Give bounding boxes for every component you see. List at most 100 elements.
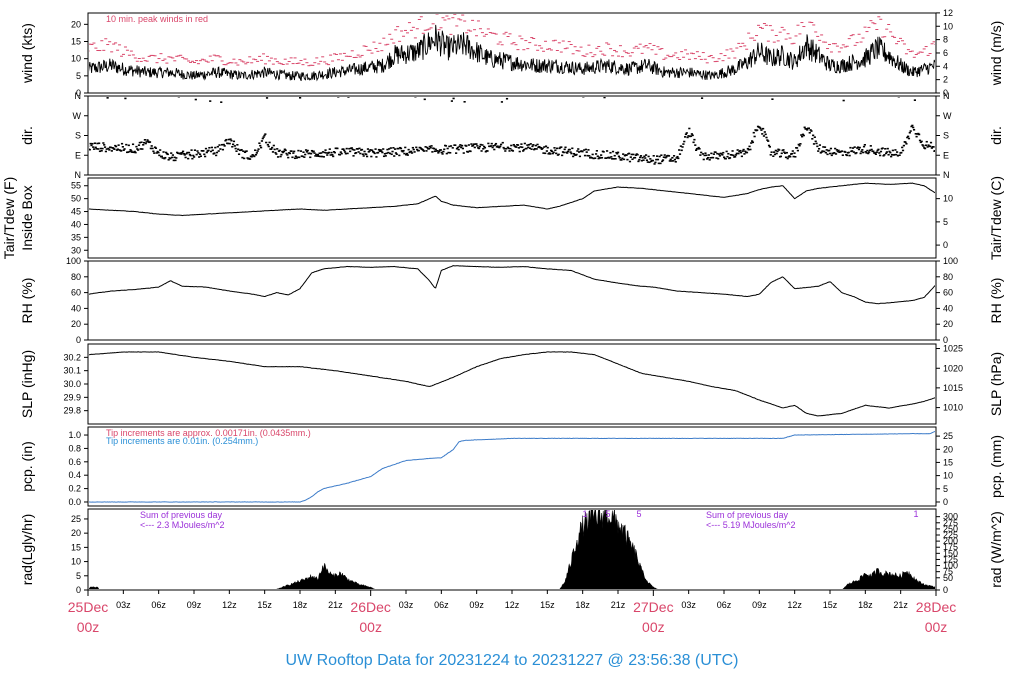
panel-slp: 29.8 29.9 30.0 30.1 30.2 1010 1015 1020 1025 SLP … — [19, 343, 1004, 425]
right-tick-label: 0 — [943, 240, 948, 250]
right-tick-label: 100 — [943, 561, 958, 571]
x-tick-label: 06z — [717, 600, 732, 610]
x-tick-label: 09z — [752, 600, 767, 610]
x-tick-label: 06z — [151, 600, 166, 610]
right-tick-label: 225 — [943, 530, 958, 540]
left-tick-label: 0.8 — [68, 443, 81, 453]
right-tick-label: 125 — [943, 554, 958, 564]
left-tick-label: 0 — [76, 585, 81, 595]
x-tick-label: 03z — [681, 600, 696, 610]
right-tick-label: N — [943, 170, 950, 180]
y-axis-label: dir. — [19, 126, 35, 145]
right-tick-label: 1020 — [943, 363, 963, 373]
x-tick-label: 21z — [893, 600, 908, 610]
x-tick-label: 21z — [611, 600, 626, 610]
right-tick-label: N — [943, 91, 950, 101]
right-tick-label: 200 — [943, 536, 958, 546]
y-axis-label-2: Inside Box — [19, 185, 35, 250]
plot-area — [89, 351, 935, 417]
left-tick-label: 55 — [71, 181, 81, 191]
right-tick-label: 4 — [943, 61, 948, 71]
panel-pcp: 0.0 0.2 0.4 0.6 0.8 1.0 0 5 10 15 20 25 pcp. (in) pcp… — [19, 426, 1004, 507]
panel-rh: 0 20 40 60 80 100 0 20 40 60 80 100 RH (%) RH (%) — [19, 256, 1004, 345]
x-tick-label: 12z — [787, 600, 802, 610]
right-tick-label: 10 — [943, 194, 953, 204]
left-tick-label: 20 — [71, 19, 81, 29]
y-axis-label-right: RH (%) — [988, 278, 1004, 324]
y-axis-label-right: wind (m/s) — [988, 21, 1004, 87]
left-tick-label: S — [75, 131, 81, 141]
y-axis-label: rad(Lgly/hr) — [19, 514, 35, 586]
left-tick-label: 40 — [71, 303, 81, 313]
x-tick-label: 03z — [399, 600, 414, 610]
left-tick-label: 25 — [71, 514, 81, 524]
x-date-time-label: 00z — [925, 619, 948, 635]
right-tick-label: E — [943, 150, 949, 160]
panel-rad: 0510152025050751001251501752002252502753… — [19, 508, 1004, 595]
x-date-time-label: 00z — [77, 619, 100, 635]
y-axis-label-right: pcp. (mm) — [988, 435, 1004, 498]
right-tick-label: 1015 — [943, 383, 963, 393]
right-tick-label: 2 — [943, 75, 948, 85]
x-tick-label: 09z — [469, 600, 484, 610]
rad-marker: 5 — [605, 509, 610, 519]
y-axis-label-right: SLP (hPa) — [988, 352, 1004, 416]
right-tick-label: 50 — [943, 573, 953, 583]
x-date-label: 26Dec — [350, 599, 390, 615]
wind-direction-marks — [89, 97, 935, 165]
left-tick-label: 0.6 — [68, 457, 81, 467]
right-tick-label: 0 — [943, 497, 948, 507]
left-tick-label: 10 — [71, 557, 81, 567]
left-tick-label: E — [75, 150, 81, 160]
right-tick-label: 12 — [943, 8, 953, 18]
left-tick-label: 30.1 — [63, 366, 81, 376]
left-tick-label: 1.0 — [68, 430, 81, 440]
right-tick-label: 275 — [943, 518, 958, 528]
left-tick-label: 29.8 — [63, 406, 81, 416]
right-tick-label: 20 — [943, 444, 953, 454]
x-date-time-label: 00z — [642, 619, 665, 635]
plot-area — [89, 97, 935, 165]
right-tick-label: W — [943, 111, 952, 121]
series-line — [89, 430, 935, 503]
left-tick-label: N — [75, 91, 82, 101]
rad-marker: 5 — [636, 509, 641, 519]
right-tick-label: 40 — [943, 303, 953, 313]
x-date-time-label: 00z — [359, 619, 382, 635]
right-tick-label: 1025 — [943, 344, 963, 354]
left-tick-label: 10 — [71, 54, 81, 64]
right-tick-label: 15 — [943, 457, 953, 467]
left-tick-label: 29.9 — [63, 392, 81, 402]
wind-gust-marks — [89, 14, 935, 67]
y-axis-label-right: Tair/Tdew (C) — [988, 176, 1004, 260]
series-line — [89, 351, 935, 417]
x-tick-label: 09z — [187, 600, 202, 610]
left-tick-label: 20 — [71, 528, 81, 538]
right-tick-label: 60 — [943, 288, 953, 298]
right-tick-label: 75 — [943, 567, 953, 577]
left-tick-label: W — [73, 111, 82, 121]
right-tick-label: 175 — [943, 542, 958, 552]
x-tick-label: 18z — [575, 600, 590, 610]
panel-frame — [87, 177, 937, 259]
right-tick-label: 250 — [943, 524, 958, 534]
left-tick-label: 0 — [76, 88, 81, 98]
plot-area — [89, 14, 935, 82]
left-tick-label: 0.0 — [68, 497, 81, 507]
x-tick-label: 03z — [116, 600, 131, 610]
left-tick-label: 50 — [71, 194, 81, 204]
left-tick-label: 60 — [71, 288, 81, 298]
y-axis-label: Tair/Tdew (F) — [1, 177, 17, 259]
x-tick-label: 06z — [434, 600, 449, 610]
x-date-label: 25Dec — [68, 599, 108, 615]
panel-frame — [87, 343, 937, 425]
right-tick-label: 150 — [943, 548, 958, 558]
right-tick-label: 0 — [943, 335, 948, 345]
annotation: Sum of previous day — [140, 510, 223, 520]
annotation: Tip increments are approx. 0.00171in. (0… — [106, 428, 311, 438]
y-axis-label: pcp. (in) — [19, 441, 35, 492]
x-tick-label: 12z — [505, 600, 520, 610]
left-tick-label: 100 — [66, 256, 81, 266]
